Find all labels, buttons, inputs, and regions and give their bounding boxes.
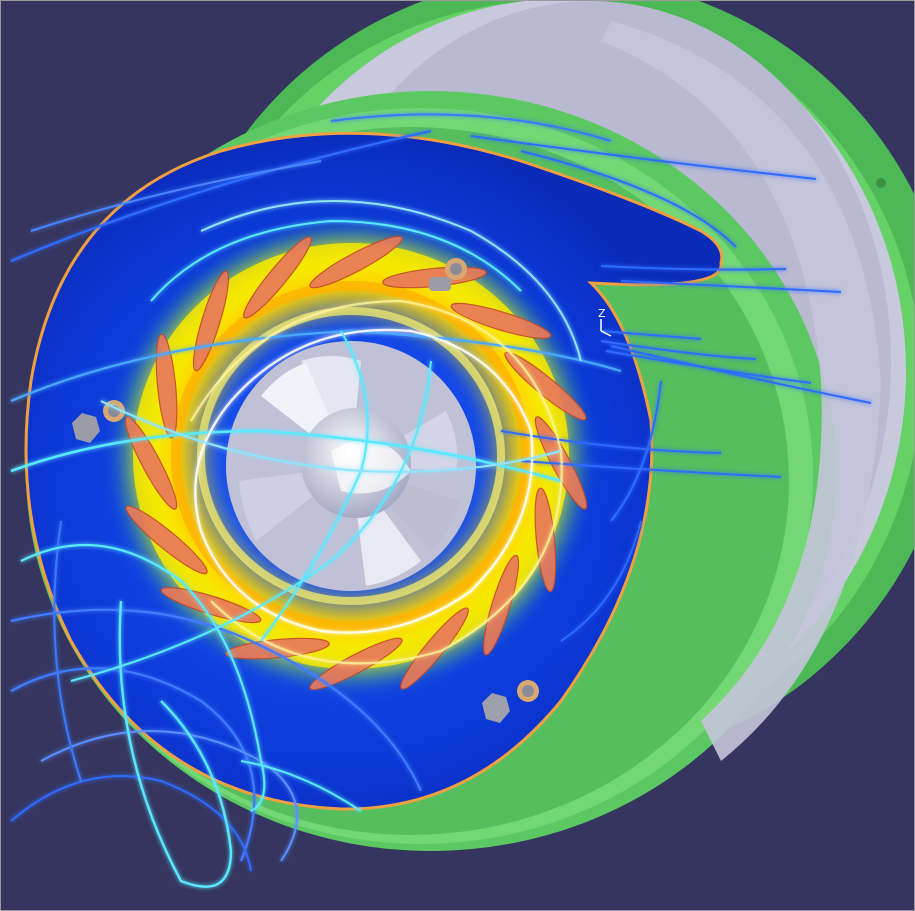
flow-streamlines — [10, 113, 872, 888]
nozzle-vane — [400, 607, 469, 690]
axis-label-z: Z — [598, 307, 606, 320]
nozzle-vane — [125, 505, 208, 575]
nozzle-vane — [450, 302, 552, 339]
nozzle-vane — [482, 554, 520, 656]
impeller — [226, 341, 476, 591]
nozzle-vane — [243, 236, 312, 319]
axis-triad-icon[interactable] — [600, 319, 612, 337]
housing-bolts — [72, 258, 539, 723]
nozzle-vane — [155, 333, 178, 439]
nozzle-vane — [534, 487, 557, 593]
mounting-plate — [601, 21, 881, 761]
nozzle-vane — [309, 235, 403, 289]
nozzle-vane — [225, 637, 330, 660]
